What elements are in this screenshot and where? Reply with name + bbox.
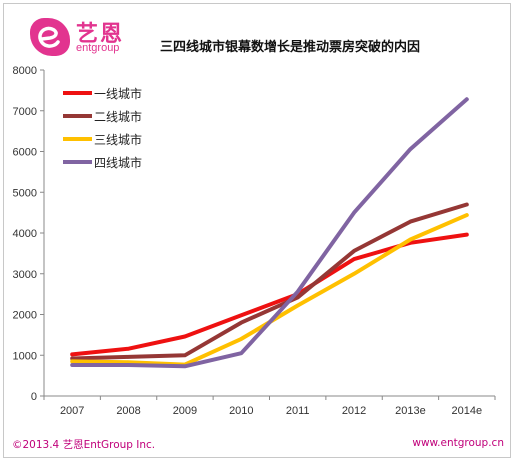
x-tick-label: 2014e (452, 405, 483, 417)
copyright-text: ©2013.4 艺恩EntGroup Inc. (12, 439, 156, 451)
y-tick-label: 3000 (13, 269, 37, 281)
y-tick-label: 2000 (13, 310, 37, 322)
logo-chinese-text: 艺恩 (76, 22, 125, 47)
logo-english-text: entgroup (76, 42, 120, 54)
x-tick-label: 2008 (116, 405, 140, 417)
entgroup-e-icon (30, 18, 70, 56)
y-tick-label: 4000 (13, 228, 37, 240)
x-tick-label: 2010 (229, 405, 253, 417)
legend-label-3: 三线城市 (94, 132, 142, 147)
y-tick-label: 1000 (13, 350, 37, 362)
x-tick-label: 2012 (342, 405, 366, 417)
legend-label-2: 二线城市 (94, 109, 142, 124)
series-line-3 (70, 213, 469, 367)
legend-label-4: 四线城市 (94, 155, 142, 170)
x-tick-label: 2009 (173, 405, 197, 417)
x-tick-label: 2007 (60, 405, 84, 417)
y-tick-label: 7000 (13, 106, 37, 118)
series-line-1 (70, 232, 469, 357)
chart-title: 三四线城市银幕数增长是推动票房突破的内因 (160, 40, 421, 55)
series-line-4 (70, 97, 469, 369)
entgroup-logo: 艺恩 entgroup (30, 14, 140, 58)
y-tick-label: 6000 (13, 147, 37, 159)
x-tick-label: 2013e (395, 405, 426, 417)
y-tick-label: 5000 (13, 187, 37, 199)
legend-label-1: 一线城市 (94, 86, 142, 101)
series-line-2 (70, 202, 469, 361)
y-tick-label: 0 (31, 391, 37, 403)
x-tick-label: 2011 (286, 405, 310, 417)
y-tick-label: 8000 (13, 65, 37, 77)
website-link[interactable]: www.entgroup.cn (412, 437, 504, 449)
